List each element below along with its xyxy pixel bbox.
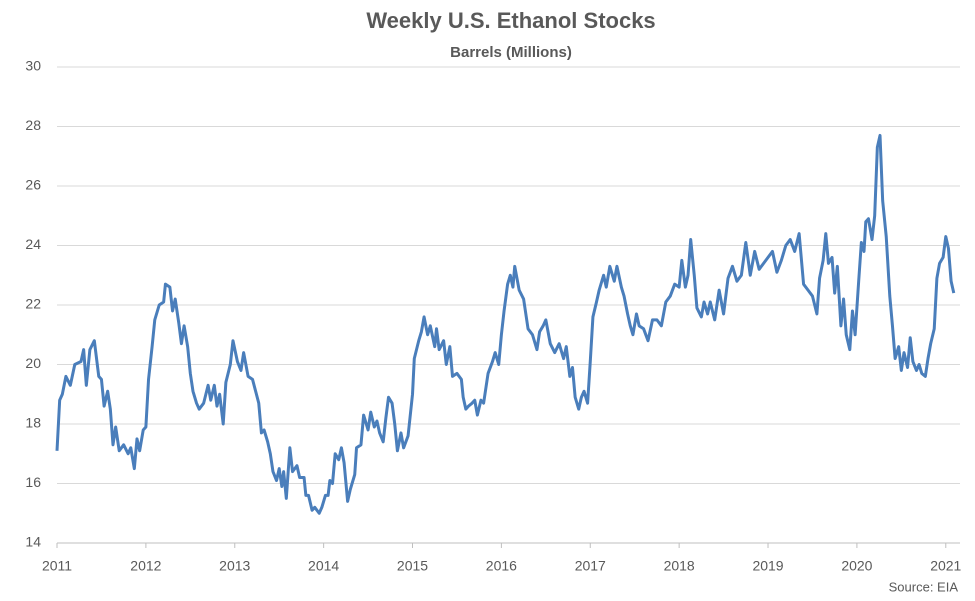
y-tick-label: 20 xyxy=(25,355,41,371)
x-tick-label: 2015 xyxy=(397,558,428,574)
x-tick-label: 2020 xyxy=(841,558,872,574)
x-tick-label: 2012 xyxy=(130,558,161,574)
x-tick-label: 2019 xyxy=(752,558,783,574)
x-tick-label: 2017 xyxy=(575,558,606,574)
y-tick-label: 26 xyxy=(25,177,41,193)
chart-title: Weekly U.S. Ethanol Stocks xyxy=(366,8,655,33)
x-tick-label: 2016 xyxy=(486,558,517,574)
y-tick-label: 16 xyxy=(25,474,41,490)
x-tick-label: 2021 xyxy=(930,558,961,574)
x-tick-label: 2011 xyxy=(42,558,72,574)
source-note: Source: EIA xyxy=(889,579,959,594)
x-tick-label: 2018 xyxy=(664,558,695,574)
y-tick-label: 28 xyxy=(25,117,41,133)
data-line xyxy=(55,133,956,515)
y-tick-label: 24 xyxy=(25,236,41,252)
y-tick-label: 30 xyxy=(25,58,41,74)
y-tick-label: 18 xyxy=(25,415,41,431)
chart-subtitle: Barrels (Millions) xyxy=(450,44,572,61)
x-tick-label: 2014 xyxy=(308,558,339,574)
y-tick-label: 22 xyxy=(25,296,41,312)
y-tick-label: 14 xyxy=(25,534,41,550)
x-tick-label: 2013 xyxy=(219,558,250,574)
